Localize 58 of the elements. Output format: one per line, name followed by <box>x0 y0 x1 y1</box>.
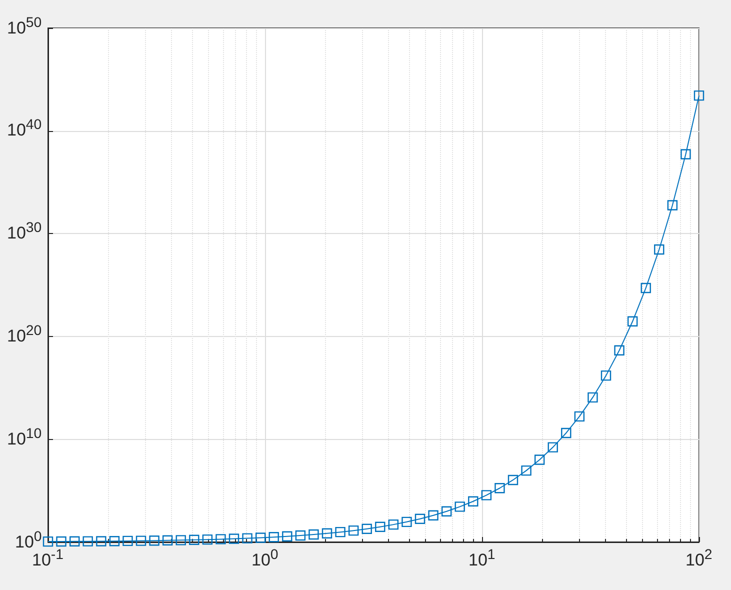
y-tick-label: 10$^{30}$ <box>7 220 42 243</box>
point <box>414 514 426 524</box>
point <box>322 528 332 538</box>
point <box>228 534 240 544</box>
point <box>627 316 638 326</box>
point <box>494 483 505 494</box>
x-tick-label: 10$^{2}$ <box>686 547 712 570</box>
point <box>149 536 160 546</box>
point <box>402 516 412 528</box>
y-tick-label: 10$^{20}$ <box>7 322 42 346</box>
y-tick-label: 10$^{10}$ <box>7 426 42 448</box>
point <box>136 536 146 546</box>
point <box>255 532 266 543</box>
point <box>481 490 492 500</box>
point <box>694 90 704 101</box>
point <box>441 506 452 516</box>
point <box>96 536 106 546</box>
point <box>521 465 532 476</box>
point <box>335 526 346 538</box>
point <box>454 502 465 512</box>
point <box>42 536 54 547</box>
point <box>56 536 66 547</box>
point <box>69 536 80 547</box>
point <box>468 496 478 506</box>
point <box>242 533 252 544</box>
point <box>614 345 624 356</box>
point <box>189 534 200 545</box>
point <box>268 532 279 542</box>
point <box>176 535 186 546</box>
point <box>561 428 572 438</box>
point <box>282 531 292 542</box>
point <box>534 454 545 465</box>
point <box>574 411 585 422</box>
point <box>122 536 133 546</box>
point <box>375 522 386 532</box>
point <box>680 149 691 160</box>
x-tick-label: 10$^{0}$ <box>252 547 278 570</box>
point <box>667 200 678 210</box>
y-tick-label: 10$^{50}$ <box>7 14 42 38</box>
point <box>428 510 438 520</box>
point <box>388 519 399 530</box>
point <box>348 525 359 536</box>
point <box>588 392 598 403</box>
point <box>162 535 173 546</box>
point <box>362 524 372 534</box>
point <box>295 530 306 541</box>
point <box>654 244 664 255</box>
point <box>548 442 558 452</box>
point <box>600 370 612 381</box>
point <box>82 536 93 546</box>
point <box>202 534 213 545</box>
point <box>508 474 518 486</box>
point <box>308 529 319 540</box>
y-tick-label: 10$^{40}$ <box>7 117 42 140</box>
point <box>216 534 226 544</box>
point <box>640 282 651 294</box>
point <box>109 536 120 546</box>
x-tick-label: 10$^{1}$ <box>468 547 496 570</box>
